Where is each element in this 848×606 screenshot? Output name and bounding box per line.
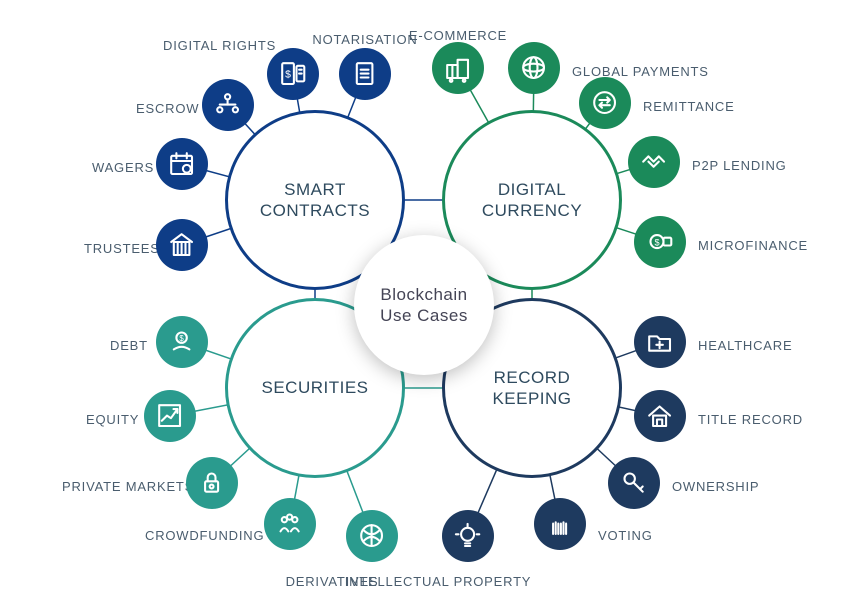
label-ownership: OWNERSHIP: [672, 479, 759, 494]
svg-text:$: $: [286, 70, 292, 81]
node-crowdfunding: [264, 498, 316, 550]
node-healthcare: [634, 316, 686, 368]
coin-hand-icon: $: [166, 326, 197, 357]
boxes-icon: [442, 52, 473, 83]
hub-label: RECORDKEEPING: [492, 367, 571, 410]
node-escrow: [202, 79, 254, 131]
node-title-record: [634, 390, 686, 442]
folder-plus-icon: [644, 326, 675, 357]
label-notarisation: NOTARISATION: [312, 32, 417, 47]
hub-label: DIGITALCURRENCY: [482, 179, 582, 222]
label-wagers: WAGERS: [92, 160, 154, 175]
label-voting: VOTING: [598, 528, 653, 543]
hands-icon: [544, 508, 575, 539]
label-healthcare: HEALTHCARE: [698, 338, 792, 353]
document-icon: [349, 58, 380, 89]
hub-label: SECURITIES: [261, 377, 368, 398]
node-notarisation: [339, 48, 391, 100]
node-ownership: [608, 457, 660, 509]
label-digital-rights: DIGITAL RIGHTS: [163, 38, 276, 53]
key-icon: [618, 467, 649, 498]
lock-icon: [196, 467, 227, 498]
money-icon: $: [644, 226, 675, 257]
label-escrow: ESCROW: [136, 101, 199, 116]
label-trustees: TRUSTEES: [84, 241, 160, 256]
node-equity: [144, 390, 196, 442]
calendar-icon: [166, 148, 197, 179]
scale-icon: [212, 89, 243, 120]
node-private-markets: [186, 457, 238, 509]
svg-text:$: $: [180, 334, 185, 343]
node-digital-rights: $: [267, 48, 319, 100]
people-icon: [274, 508, 305, 539]
hub-label: SMARTCONTRACTS: [260, 179, 370, 222]
node-voting: [534, 498, 586, 550]
label-microfinance: MICROFINANCE: [698, 238, 808, 253]
node-microfinance: $: [634, 216, 686, 268]
label-remittance: REMITTANCE: [643, 99, 735, 114]
label-ecommerce: E-COMMERCE: [409, 28, 507, 43]
node-debt: $: [156, 316, 208, 368]
globe2-icon: [356, 520, 387, 551]
svg-text:$: $: [655, 238, 660, 248]
globe-icon: [518, 52, 549, 83]
building-icon: [166, 229, 197, 260]
node-trustees: [156, 219, 208, 271]
label-crowdfunding: CROWDFUNDING: [145, 528, 264, 543]
label-intellectual-property: INTELLECTUAL PROPERTY: [345, 574, 532, 589]
center-hub: BlockchainUse Cases: [354, 235, 494, 375]
bulb-icon: [452, 520, 483, 551]
doc-dollar-icon: $: [277, 58, 308, 89]
label-private-markets: PRIVATE MARKETS: [62, 479, 194, 494]
chart-up-icon: [154, 400, 185, 431]
label-p2p-lending: P2P LENDING: [692, 158, 787, 173]
house-icon: [644, 400, 675, 431]
label-title-record: TITLE RECORD: [698, 412, 803, 427]
node-derivatives: [346, 510, 398, 562]
label-global-payments: GLOBAL PAYMENTS: [572, 64, 709, 79]
handshake-icon: [638, 146, 669, 177]
label-debt: DEBT: [110, 338, 148, 353]
node-remittance: [579, 77, 631, 129]
node-ecommerce: [432, 42, 484, 94]
center-label: BlockchainUse Cases: [380, 284, 468, 327]
node-wagers: [156, 138, 208, 190]
node-intellectual-property: [442, 510, 494, 562]
label-equity: EQUITY: [86, 412, 139, 427]
node-global-payments: [508, 42, 560, 94]
transfer-icon: [589, 87, 620, 118]
node-p2p-lending: [628, 136, 680, 188]
